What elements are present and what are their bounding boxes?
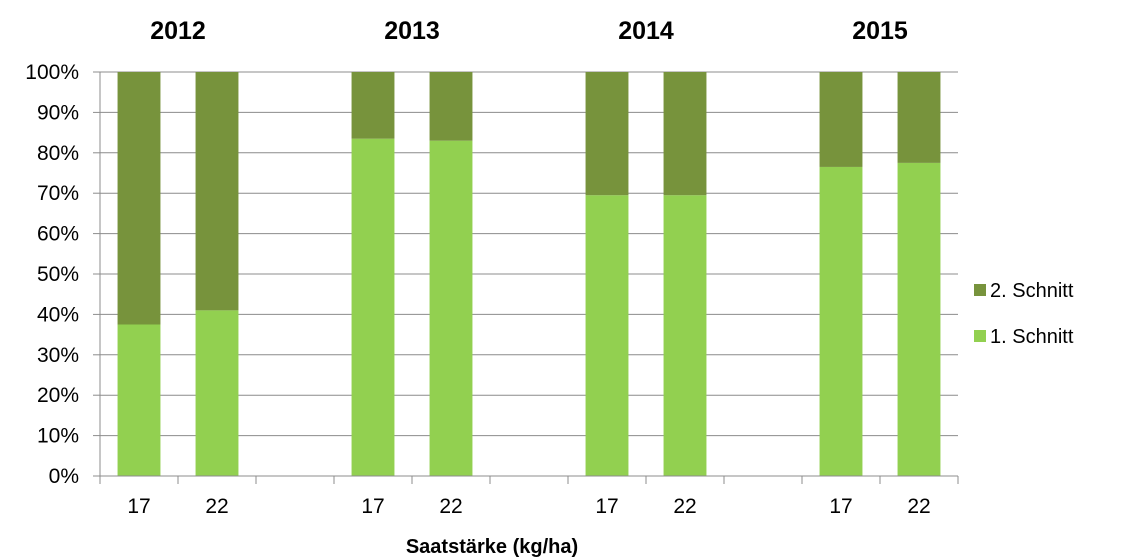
legend-swatch <box>974 330 986 342</box>
y-tick-label: 0% <box>49 465 79 488</box>
year-labels: 2012 2013 2014 2015 <box>150 17 908 45</box>
bar-segment-schnitt-2 <box>585 72 629 196</box>
legend: 2. Schnitt 1. Schnitt <box>974 280 1074 348</box>
x-tick-label: 22 <box>439 495 462 518</box>
x-tick-label: 17 <box>829 495 852 518</box>
y-tick-label: 60% <box>37 223 79 246</box>
axes <box>93 71 959 484</box>
bars <box>117 72 941 476</box>
y-tick-label: 70% <box>37 182 79 205</box>
y-tick-label: 30% <box>37 344 79 367</box>
x-tick-label: 22 <box>907 495 930 518</box>
legend-label: 1. Schnitt <box>990 326 1074 348</box>
legend-item: 2. Schnitt <box>974 280 1074 302</box>
gridlines <box>100 71 958 437</box>
y-tick-label: 50% <box>37 263 79 286</box>
bar-segment-schnitt-2 <box>663 72 707 196</box>
legend-label: 2. Schnitt <box>990 280 1074 302</box>
y-tick-label: 10% <box>37 425 79 448</box>
bar-segment-schnitt-1 <box>351 138 395 476</box>
legend-item: 1. Schnitt <box>974 326 1074 348</box>
y-tick-label: 100% <box>25 61 79 84</box>
y-tick-labels: 0% 10% 20% 30% 40% 50% 60% 70% 80% 90% 100% <box>25 61 79 488</box>
x-tick-label: 22 <box>205 495 228 518</box>
bar-segment-schnitt-1 <box>663 195 707 476</box>
bar-segment-schnitt-2 <box>897 72 941 163</box>
x-tick-label: 17 <box>361 495 384 518</box>
bar-segment-schnitt-2 <box>117 72 161 325</box>
year-label: 2012 <box>150 17 206 45</box>
x-tick-label: 17 <box>595 495 618 518</box>
bar-segment-schnitt-1 <box>585 195 629 476</box>
bar-segment-schnitt-2 <box>819 72 863 167</box>
bar-segment-schnitt-2 <box>351 72 395 139</box>
y-tick-label: 40% <box>37 303 79 326</box>
bar-segment-schnitt-1 <box>897 162 941 476</box>
bar-segment-schnitt-1 <box>117 324 161 476</box>
y-tick-label: 20% <box>37 384 79 407</box>
x-tick-label: 17 <box>127 495 150 518</box>
bar-segment-schnitt-1 <box>819 166 863 476</box>
x-tick-labels: 17 22 17 22 17 22 17 22 <box>127 495 930 518</box>
year-label: 2014 <box>618 17 674 45</box>
year-label: 2015 <box>852 17 908 45</box>
bar-segment-schnitt-2 <box>195 72 239 311</box>
x-tick-label: 22 <box>673 495 696 518</box>
legend-swatch <box>974 284 986 296</box>
y-tick-label: 90% <box>37 101 79 124</box>
bar-segment-schnitt-1 <box>195 310 239 476</box>
x-axis-title: Saatstärke (kg/ha) <box>406 536 578 558</box>
bar-segment-schnitt-1 <box>429 140 473 476</box>
bar-segment-schnitt-2 <box>429 72 473 141</box>
y-tick-label: 80% <box>37 142 79 165</box>
year-label: 2013 <box>384 17 440 45</box>
